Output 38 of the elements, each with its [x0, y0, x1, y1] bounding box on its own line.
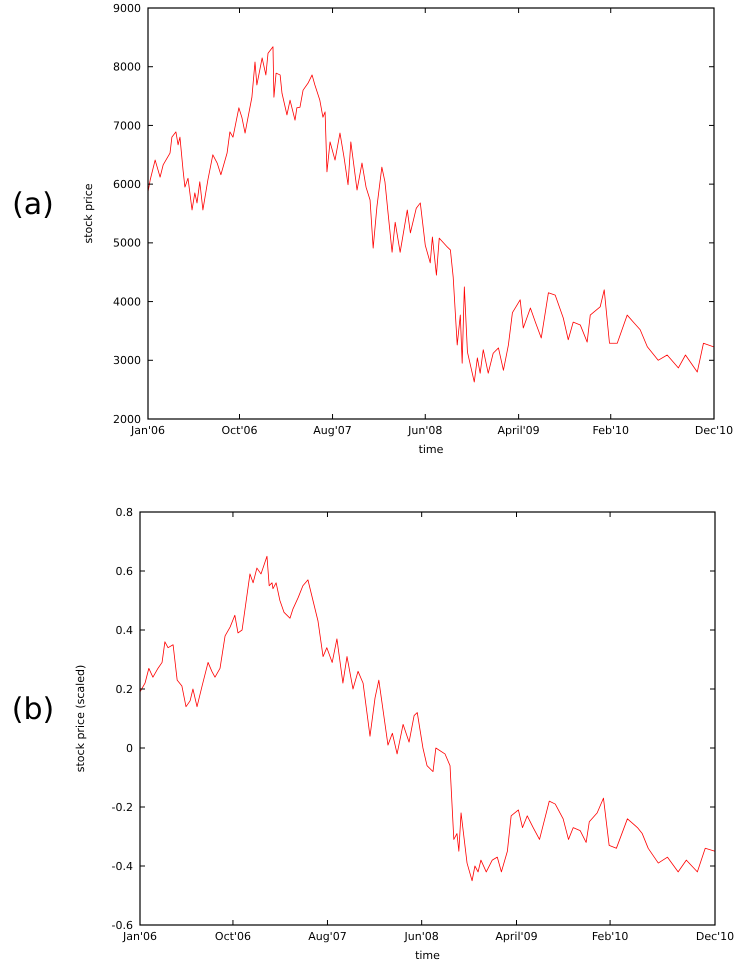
text: (a): [12, 187, 54, 222]
x-tick-label: Aug'07: [308, 930, 347, 943]
x-tick-label: Dec'10: [694, 424, 734, 437]
y-tick-label: -0.6: [112, 918, 133, 932]
y-tick-label: 0.4: [116, 624, 133, 637]
y-tick-label: 3000: [113, 354, 141, 368]
x-tick-label: Jan'06: [130, 424, 165, 437]
x-tick-label: Feb'10: [592, 424, 629, 437]
y-tick-label: 0.8: [116, 506, 133, 519]
y-tick-label: -0.2: [112, 800, 133, 814]
x-tick-label: Oct'06: [214, 930, 251, 943]
y-tick-label: 2000: [113, 412, 141, 426]
y-tick-label: 7000: [113, 119, 141, 132]
x-tick-label: April'09: [495, 930, 538, 943]
y-tick-label: 0.6: [116, 564, 133, 578]
line-series: [140, 556, 716, 882]
y-tick-label: 8000: [113, 60, 141, 74]
y-tick-label: 6000: [113, 178, 141, 191]
x-axis-title: time: [415, 949, 440, 962]
x-tick-label: Oct'06: [221, 424, 258, 437]
x-tick-label: Feb'10: [592, 930, 628, 943]
x-tick-label: Jun'08: [404, 930, 439, 943]
x-axis-title: time: [418, 443, 444, 456]
x-tick-label: Aug'07: [313, 424, 352, 437]
x-tick-label: Jun'08: [407, 424, 442, 437]
y-tick-label: 0.2: [116, 682, 133, 696]
y-tick-label: -0.4: [112, 860, 133, 873]
x-tick-label: Dec'10: [696, 930, 734, 943]
y-axis-title: stock price: [82, 183, 95, 244]
x-tick-label: Jan'06: [122, 930, 157, 943]
y-tick-label: 4000: [113, 295, 141, 308]
line-series: [148, 46, 714, 382]
text: (b): [12, 692, 54, 727]
y-tick-label: 5000: [113, 236, 141, 250]
y-axis-title: stock price (scaled): [74, 664, 87, 772]
y-tick-label: 0: [126, 742, 133, 755]
x-tick-label: April'09: [498, 424, 540, 437]
y-tick-label: 9000: [113, 2, 141, 15]
